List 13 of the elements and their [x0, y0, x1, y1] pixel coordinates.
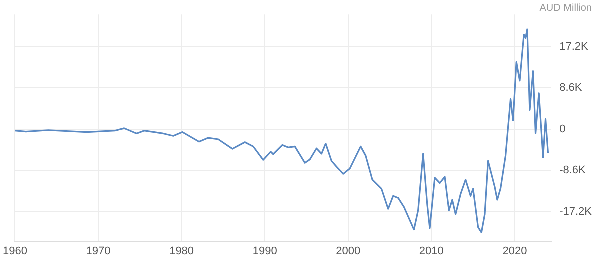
- y-tick-label: 0: [560, 123, 566, 136]
- x-tick-label: 1980: [170, 245, 194, 258]
- x-tick-label: 2010: [419, 245, 444, 258]
- x-tick-label: 2020: [502, 245, 528, 258]
- x-tick-label: 1960: [2, 245, 28, 258]
- y-tick-label: 8.6K: [560, 82, 583, 94]
- y-tick-label: 17.2K: [560, 40, 589, 53]
- y-tick-label: -17.2K: [560, 206, 593, 218]
- y-axis-title: AUD Million: [540, 3, 592, 14]
- x-tick-label: 1990: [252, 245, 278, 258]
- x-tick-label: 1970: [86, 245, 111, 258]
- x-tick-label: 2000: [336, 245, 361, 258]
- y-tick-label: -8.6K: [560, 164, 587, 177]
